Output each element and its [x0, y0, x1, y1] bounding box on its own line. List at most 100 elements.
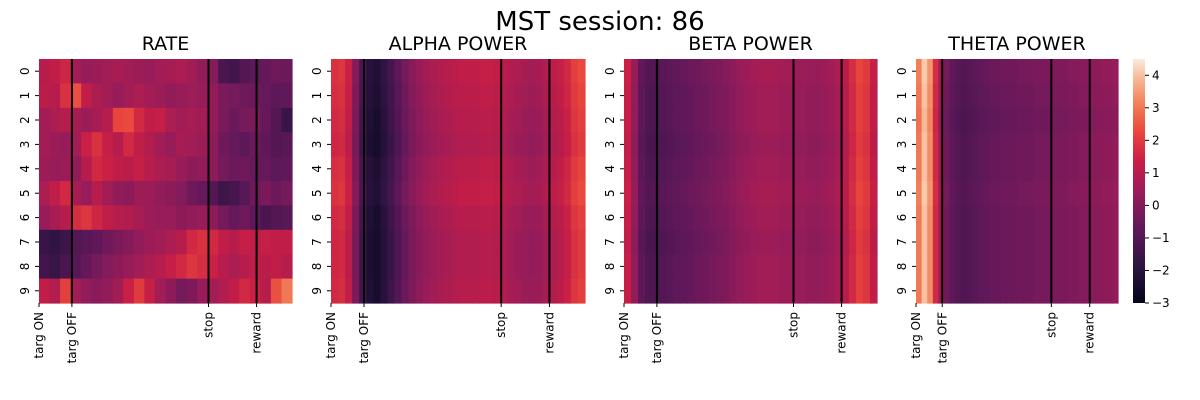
heatmap-cell [750, 181, 759, 206]
heatmap-cell [983, 156, 990, 182]
heatmap-cell [1033, 181, 1041, 206]
heatmap-cell [834, 181, 843, 206]
heatmap-cell [673, 83, 681, 109]
heatmap-cell [197, 278, 209, 304]
heatmap-cell [792, 254, 801, 280]
heatmap-cell [736, 83, 745, 109]
heatmap-cell [1056, 107, 1063, 133]
heatmap-cell [736, 156, 745, 182]
heatmap-cell [960, 181, 968, 206]
heatmap-cell [472, 205, 480, 231]
heatmap-cell [331, 181, 339, 206]
heatmap-cell [1084, 156, 1091, 182]
heatmap-cell [715, 59, 723, 84]
heatmap-cell [493, 156, 501, 182]
heatmap-cell [778, 59, 787, 84]
heatmap-cell [228, 59, 240, 84]
heatmap-cell [472, 59, 480, 84]
heatmap-cell [60, 181, 72, 206]
heatmap-cell [228, 254, 240, 280]
heatmap-cell [1022, 278, 1029, 304]
heatmap-cell [994, 132, 1001, 158]
heatmap-cell [81, 107, 93, 133]
heatmap-cell [834, 278, 843, 304]
heatmap-cell [345, 278, 353, 304]
heatmap-cell [479, 278, 487, 304]
heatmap-cell [729, 132, 738, 158]
heatmap-cell [415, 83, 424, 109]
heatmap-cell [549, 59, 558, 84]
heatmap-cell [1056, 205, 1063, 231]
heatmap-cell [785, 156, 794, 182]
heatmap-cell [799, 107, 808, 133]
heatmap-cell [736, 278, 745, 304]
heatmap-cell [778, 83, 787, 109]
heatmap-cell [1045, 83, 1052, 109]
heatmap-cell [827, 59, 836, 84]
heatmap-cell [757, 278, 766, 304]
heatmap-cell [70, 83, 82, 109]
heatmap-cell [694, 132, 702, 158]
heatmap-cell [1050, 278, 1057, 304]
heatmap-cell [387, 107, 396, 133]
heatmap-cell [549, 83, 558, 109]
heatmap-cell [422, 132, 431, 158]
heatmap-cell [921, 205, 928, 231]
heatmap-cell [977, 156, 984, 182]
heatmap-cell [39, 229, 51, 255]
heatmap-cell [123, 181, 135, 206]
heatmap-cell [176, 156, 188, 182]
heatmap-cell [1061, 132, 1069, 158]
heatmap-cell [1000, 107, 1007, 133]
heatmap-cell [401, 254, 410, 280]
heatmap-cell [112, 278, 124, 304]
heatmap-cell [380, 278, 389, 304]
heatmap-cell [921, 59, 928, 84]
heatmap-cell [577, 254, 586, 280]
heatmap-cell [743, 83, 752, 109]
heatmap-cell [1000, 156, 1007, 182]
heatmap-cell [486, 107, 494, 133]
heatmap-cell [869, 278, 878, 304]
heatmap-cell [988, 132, 996, 158]
heatmap-cell [577, 205, 586, 231]
heatmap-cell [1112, 181, 1119, 206]
heatmap-cell [429, 181, 438, 206]
heatmap-cell [1039, 59, 1046, 84]
heatmap-cell [1061, 254, 1069, 280]
heatmap-cell [927, 205, 934, 231]
heatmap-cell [465, 132, 473, 158]
heatmap-cell [645, 156, 653, 182]
heatmap-cell [472, 181, 480, 206]
heatmap-cell [380, 254, 389, 280]
heatmap-cell [1033, 83, 1041, 109]
heatmap-cell [154, 83, 167, 109]
heatmap-cell [577, 132, 586, 158]
heatmap-cell [422, 205, 431, 231]
heatmap-cell [260, 83, 272, 109]
heatmap-cell [154, 156, 167, 182]
heatmap-cell [855, 156, 864, 182]
heatmap-cell [645, 181, 653, 206]
heatmap-cell [994, 156, 1001, 182]
heatmap-cell [966, 205, 973, 231]
heatmap-cell [715, 107, 723, 133]
row-label: 3 [895, 141, 909, 149]
heatmap-cell [927, 132, 934, 158]
heatmap-cell [799, 278, 808, 304]
heatmap-cell [486, 205, 494, 231]
heatmap-cell [757, 254, 766, 280]
heatmap-cell [1101, 181, 1108, 206]
heatmap-cell [988, 229, 996, 255]
heatmap-cell [154, 229, 167, 255]
heatmap-cell [556, 59, 565, 84]
heatmap-cell [373, 254, 381, 280]
heatmap-cell [916, 83, 923, 109]
heatmap-cell [1101, 254, 1108, 280]
heatmap-cell [408, 132, 417, 158]
heatmap-cell [1005, 156, 1012, 182]
heatmap-panel: THETA POWER targ ON targ OFF stop reward 0 1 2 3… [895, 33, 1119, 363]
heatmap-cell [165, 107, 177, 133]
heatmap-cell [966, 181, 973, 206]
heatmap-cell [1033, 59, 1041, 84]
